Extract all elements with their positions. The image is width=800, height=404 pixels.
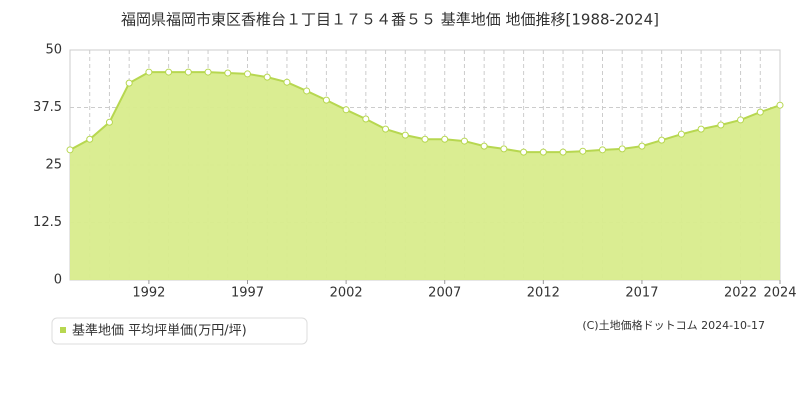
- y-tick-label: 37.5: [33, 100, 62, 115]
- y-tick-label: 50: [45, 43, 62, 58]
- point: [520, 148, 528, 156]
- point: [165, 68, 173, 76]
- x-tick-label: 2012: [527, 286, 560, 301]
- y-tick-label: 25: [45, 158, 62, 173]
- source: (C)土地価格ドットコム 2024-10-17: [582, 318, 765, 332]
- point: [184, 68, 192, 76]
- point: [421, 135, 429, 143]
- point: [401, 131, 409, 139]
- point: [125, 79, 133, 87]
- point: [322, 96, 330, 104]
- x-tick-label: 2002: [330, 286, 363, 301]
- x-tick-label: 1997: [231, 286, 264, 301]
- chart-title: 福岡県福岡市東区香椎台１丁目１７５４番５５ 基準地価 地価推移[1988-202…: [121, 11, 659, 29]
- x-tick-label: 2017: [625, 286, 658, 301]
- legend-label: 基準地価 平均坪単価(万円/坪): [72, 323, 247, 339]
- point: [579, 147, 587, 155]
- point: [500, 145, 508, 153]
- x-tick-label: 2022: [724, 286, 757, 301]
- area: [70, 72, 780, 280]
- point: [480, 142, 488, 150]
- point: [559, 148, 567, 156]
- point: [86, 135, 94, 143]
- legend-swatch: [60, 327, 66, 333]
- point: [244, 70, 251, 78]
- legend-box: [51, 317, 308, 345]
- x-tick-label: 1992: [132, 286, 165, 301]
- point: [224, 69, 232, 77]
- point: [599, 146, 606, 154]
- point: [677, 130, 685, 138]
- point: [441, 135, 449, 143]
- point: [737, 116, 745, 124]
- point: [382, 125, 390, 133]
- point: [283, 78, 291, 86]
- point: [539, 148, 547, 156]
- point: [460, 137, 468, 145]
- point: [342, 106, 350, 114]
- point: [362, 115, 370, 123]
- point: [66, 146, 74, 154]
- point: [204, 68, 212, 76]
- point: [618, 145, 626, 153]
- point: [658, 136, 666, 144]
- point: [638, 142, 646, 150]
- point: [105, 118, 113, 126]
- point: [776, 101, 784, 109]
- y-tick-label: 0: [54, 273, 62, 288]
- y-tick-label: 12.5: [33, 215, 62, 230]
- point: [303, 87, 311, 95]
- point: [717, 121, 725, 129]
- point: [145, 68, 153, 76]
- point: [697, 125, 705, 133]
- point: [756, 108, 764, 116]
- x-tick-label: 2024: [763, 286, 796, 301]
- x-tick-label: 2007: [428, 286, 461, 301]
- point: [263, 73, 271, 81]
